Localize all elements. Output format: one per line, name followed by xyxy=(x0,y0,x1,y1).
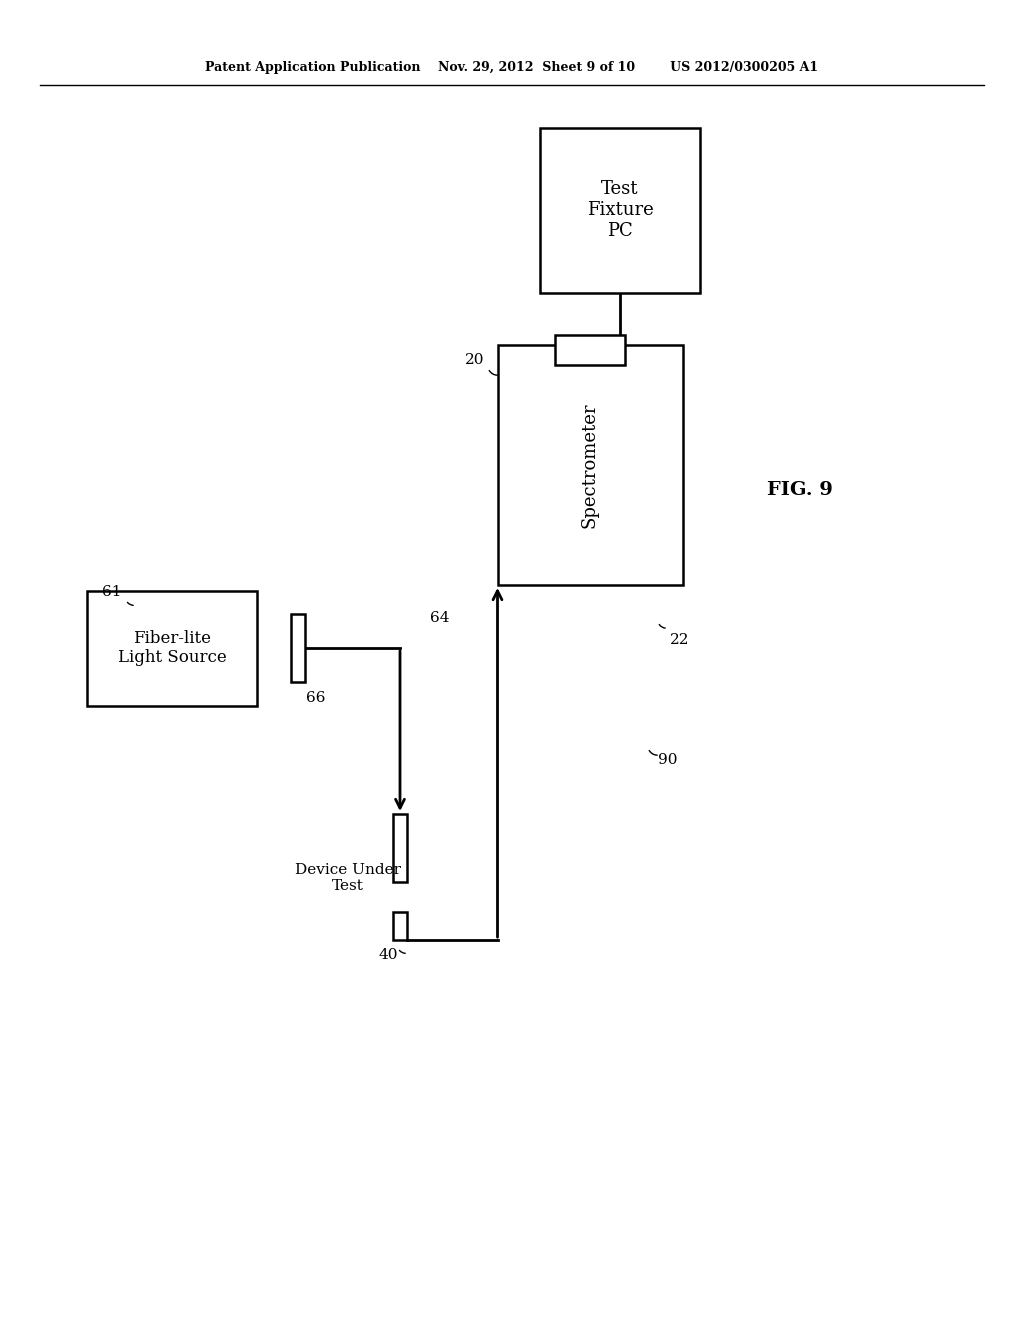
Text: 40: 40 xyxy=(378,948,397,962)
Text: Fiber-lite
Light Source: Fiber-lite Light Source xyxy=(118,630,226,667)
Text: 90: 90 xyxy=(658,752,678,767)
Bar xyxy=(393,814,407,882)
Bar xyxy=(540,128,700,293)
Text: Test
Fixture
PC: Test Fixture PC xyxy=(587,181,653,240)
Bar xyxy=(555,335,625,366)
Bar xyxy=(498,345,683,585)
Text: Device Under
Test: Device Under Test xyxy=(295,863,401,894)
Text: 61: 61 xyxy=(102,585,122,599)
Text: FIG. 9: FIG. 9 xyxy=(767,480,833,499)
Text: Patent Application Publication    Nov. 29, 2012  Sheet 9 of 10        US 2012/03: Patent Application Publication Nov. 29, … xyxy=(206,62,818,74)
Text: 66: 66 xyxy=(306,690,326,705)
Text: 20: 20 xyxy=(465,352,484,367)
Text: Spectrometer: Spectrometer xyxy=(581,403,599,528)
Bar xyxy=(393,912,407,940)
Text: 22: 22 xyxy=(671,634,690,647)
Bar xyxy=(87,590,257,705)
Text: 64: 64 xyxy=(430,611,450,624)
Bar xyxy=(291,614,305,682)
